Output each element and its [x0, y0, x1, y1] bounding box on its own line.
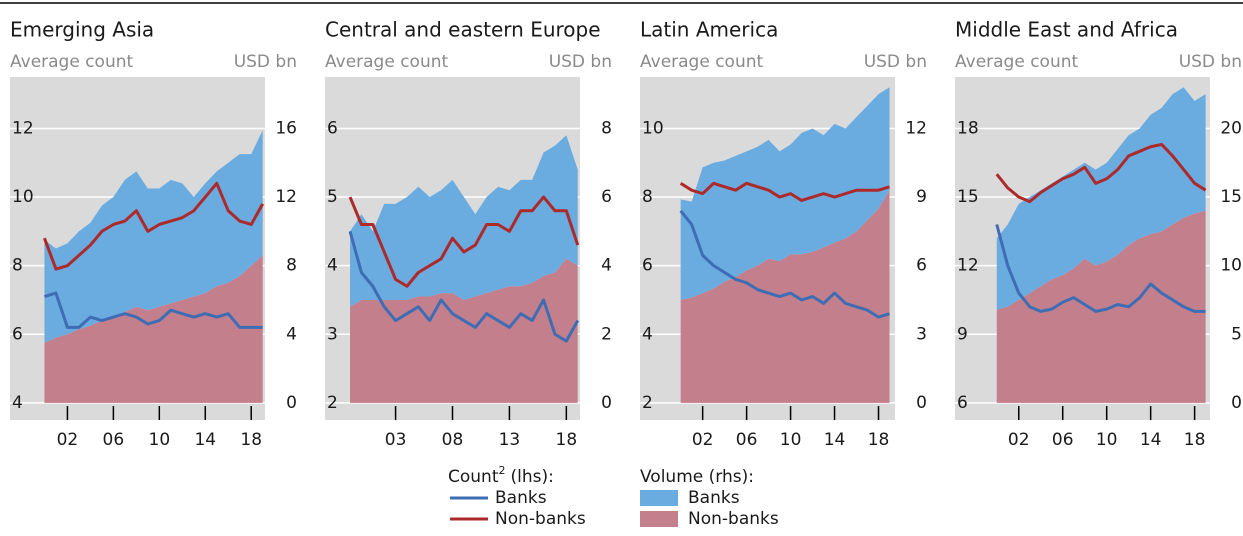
- y2-tick-label: 4: [286, 324, 297, 344]
- x-tick-label: 18: [240, 430, 262, 450]
- x-tick-label: 02: [1008, 430, 1030, 450]
- y-tick-label: 2: [642, 393, 653, 413]
- x-tick-label: 06: [736, 430, 758, 450]
- count-line: [995, 142, 1207, 204]
- y-tick-label: 9: [957, 324, 968, 344]
- y2-tick-label: 4: [601, 256, 612, 276]
- x-tick-label: 14: [1140, 430, 1162, 450]
- y2-tick-label: 15: [1220, 187, 1242, 207]
- y-tick-label: 15: [957, 187, 979, 207]
- x-tick-label: 13: [499, 430, 521, 450]
- y2-tick-label: 6: [601, 187, 612, 207]
- y-tick-label: 4: [327, 256, 338, 276]
- y2-tick-label: 9: [916, 187, 927, 207]
- y2-axis-label: USD bn: [864, 52, 927, 72]
- x-tick-label: 18: [1184, 430, 1206, 450]
- y-axis-label: Average count: [640, 52, 764, 72]
- volume-area: [996, 210, 1206, 403]
- volume-area: [350, 258, 578, 403]
- y2-tick-label: 12: [905, 118, 927, 138]
- x-tick-label: 10: [780, 430, 802, 450]
- y-tick-label: 6: [327, 118, 338, 138]
- volume-area: [996, 87, 1206, 310]
- volume-area: [680, 190, 890, 403]
- legend-text: Count: [448, 467, 499, 487]
- y2-axis-label: USD bn: [1179, 52, 1242, 72]
- count-line: [995, 224, 1206, 313]
- y-tick-label: 6: [12, 324, 23, 344]
- y-axis-label: Average count: [955, 52, 1079, 72]
- y2-tick-label: 0: [286, 393, 297, 413]
- y-tick-label: 10: [12, 187, 34, 207]
- chart-title: Middle East and Africa: [955, 18, 1178, 42]
- y-tick-label: 10: [642, 118, 664, 138]
- count-line: [348, 230, 580, 343]
- volume-area: [44, 130, 263, 343]
- y-tick-label: 6: [957, 393, 968, 413]
- x-tick-label: 10: [149, 430, 171, 450]
- y-axis-label: Average count: [10, 52, 134, 72]
- y2-axis-label: USD bn: [234, 52, 297, 72]
- x-tick-label: 03: [385, 430, 407, 450]
- x-tick-label: 14: [824, 430, 846, 450]
- x-tick-label: 14: [194, 430, 216, 450]
- legend-swatch: [640, 511, 678, 527]
- y2-tick-label: 0: [1231, 393, 1242, 413]
- y2-tick-label: 0: [916, 393, 927, 413]
- legend-label: Banks: [688, 488, 740, 508]
- x-tick-label: 10: [1096, 430, 1118, 450]
- y-axis-label: Average count: [325, 52, 449, 72]
- x-tick-label: 18: [556, 430, 578, 450]
- legend-label: Non-banks: [495, 509, 586, 529]
- y2-tick-label: 3: [916, 324, 927, 344]
- legend-volume-title: Volume (rhs):: [640, 467, 754, 487]
- x-tick-label: 06: [1052, 430, 1074, 450]
- y2-tick-label: 2: [601, 324, 612, 344]
- y2-axis-label: USD bn: [549, 52, 612, 72]
- y2-tick-label: 8: [601, 118, 612, 138]
- count-line: [348, 195, 580, 288]
- count-line: [679, 209, 890, 319]
- legend-swatch: [640, 490, 678, 506]
- y-tick-label: 4: [642, 324, 653, 344]
- y-tick-label: 3: [327, 324, 338, 344]
- chart-title: Emerging Asia: [10, 18, 154, 42]
- chart-title: Central and eastern Europe: [325, 18, 601, 42]
- y-tick-label: 12: [957, 256, 979, 276]
- volume-area: [44, 255, 263, 403]
- count-line: [43, 181, 265, 271]
- legend-count-title: Count2 (lhs):: [448, 464, 554, 488]
- x-tick-label: 18: [868, 430, 890, 450]
- count-line: [44, 291, 263, 329]
- y-tick-label: 18: [957, 118, 979, 138]
- y2-tick-label: 5: [1231, 324, 1242, 344]
- y2-tick-label: 6: [916, 256, 927, 276]
- chart-title: Latin America: [640, 18, 778, 42]
- legend-label: Non-banks: [688, 509, 779, 529]
- y-tick-label: 2: [327, 393, 338, 413]
- y-tick-label: 8: [12, 256, 23, 276]
- count-line: [679, 181, 890, 202]
- y2-tick-label: 0: [601, 393, 612, 413]
- y-tick-label: 5: [327, 187, 338, 207]
- legend-note: 2: [499, 464, 506, 477]
- y2-tick-label: 16: [275, 118, 297, 138]
- y2-tick-label: 20: [1220, 118, 1242, 138]
- legend-text: (lhs):: [511, 467, 554, 487]
- y-tick-label: 6: [642, 256, 653, 276]
- y-tick-label: 8: [642, 187, 653, 207]
- y-tick-label: 4: [12, 393, 23, 413]
- y2-tick-label: 8: [286, 256, 297, 276]
- y2-tick-label: 10: [1220, 256, 1242, 276]
- volume-area: [680, 87, 890, 300]
- y-tick-label: 12: [12, 118, 34, 138]
- x-tick-label: 02: [57, 430, 79, 450]
- legend-label: Banks: [495, 488, 547, 508]
- x-tick-label: 02: [692, 430, 714, 450]
- x-tick-label: 06: [103, 430, 125, 450]
- volume-area: [350, 135, 578, 307]
- x-tick-label: 08: [442, 430, 464, 450]
- y2-tick-label: 12: [275, 187, 297, 207]
